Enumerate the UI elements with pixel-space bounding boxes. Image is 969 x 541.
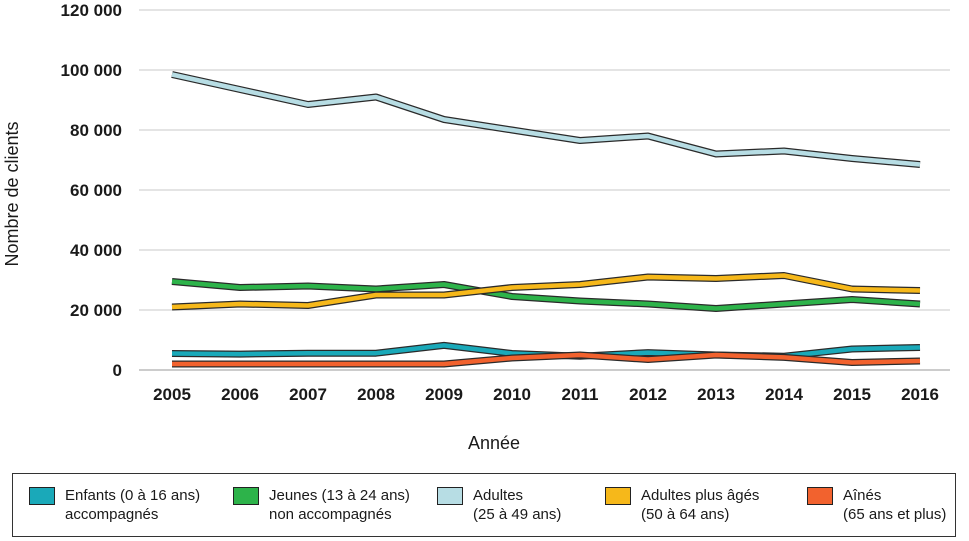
x-tick-label: 2016 xyxy=(901,385,939,404)
legend-label-line: accompagnés xyxy=(65,506,159,523)
y-tick-label: 120 000 xyxy=(61,1,122,20)
y-tick-label: 20 000 xyxy=(70,301,122,320)
x-tick-label: 2012 xyxy=(629,385,667,404)
legend-label-line: non accompagnés xyxy=(269,506,392,523)
legend-item-aines: Aînés (65 ans et plus) xyxy=(807,486,946,524)
x-tick-label: 2015 xyxy=(833,385,871,404)
y-axis-ticks: 0 20 000 40 000 60 000 80 000 100 000 120 000 xyxy=(61,1,122,380)
legend-label-line: Adultes plus âgés xyxy=(641,487,760,504)
x-tick-label: 2014 xyxy=(765,385,803,404)
series-lines xyxy=(171,71,921,368)
y-tick-label: 80 000 xyxy=(70,121,122,140)
x-axis-ticks: 2005 2006 2007 2008 2009 2010 2011 2012 2013 2014… xyxy=(153,385,939,404)
gridlines xyxy=(139,9,950,371)
x-tick-label: 2009 xyxy=(425,385,463,404)
y-tick-label: 40 000 xyxy=(70,241,122,260)
legend-swatch xyxy=(29,487,55,505)
legend-label: Adultes (25 à 49 ans) xyxy=(473,486,561,524)
legend-swatch xyxy=(437,487,463,505)
legend-item-jeunes: Jeunes (13 à 24 ans) non accompagnés xyxy=(233,486,410,524)
x-tick-label: 2006 xyxy=(221,385,259,404)
legend-label: Aînés (65 ans et plus) xyxy=(843,486,946,524)
x-tick-label: 2011 xyxy=(562,385,599,404)
legend-label: Adultes plus âgés (50 à 64 ans) xyxy=(641,486,759,524)
legend-swatch xyxy=(605,487,631,505)
legend-label-line: Aînés xyxy=(843,487,882,504)
legend-label-line: (25 à 49 ans) xyxy=(473,506,562,523)
series-line-outline-adultes xyxy=(171,71,921,168)
y-tick-label: 0 xyxy=(113,361,122,380)
x-tick-label: 2007 xyxy=(289,385,327,404)
series-line-jeunes xyxy=(171,279,921,311)
x-tick-label: 2013 xyxy=(697,385,735,404)
y-tick-label: 100 000 xyxy=(61,61,122,80)
legend-label-line: Enfants (0 à 16 ans) xyxy=(65,487,201,504)
x-tick-label: 2008 xyxy=(357,385,395,404)
legend-item-adultes: Adultes (25 à 49 ans) xyxy=(437,486,561,524)
legend-label-line: (65 ans et plus) xyxy=(843,506,947,523)
legend-label-line: (50 à 64 ans) xyxy=(641,506,730,523)
legend-swatch xyxy=(807,487,833,505)
legend-item-adultes_ages: Adultes plus âgés (50 à 64 ans) xyxy=(605,486,759,524)
series-line-adultes_ages xyxy=(171,273,921,310)
x-tick-label: 2005 xyxy=(153,385,191,404)
x-tick-label: 2010 xyxy=(493,385,531,404)
legend-swatch xyxy=(233,487,259,505)
series-line-aines xyxy=(172,352,921,367)
x-axis-title: Année xyxy=(468,433,520,453)
legend-label-line: Jeunes (13 à 24 ans) xyxy=(269,487,410,504)
legend-label-line: Adultes xyxy=(473,487,524,504)
series-line-adultes xyxy=(171,72,921,167)
legend-item-enfants: Enfants (0 à 16 ans) accompagnés xyxy=(29,486,200,524)
chart-legend: Enfants (0 à 16 ans) accompagnés Jeunes (1… xyxy=(12,473,956,537)
y-tick-label: 60 000 xyxy=(70,181,122,200)
legend-label: Jeunes (13 à 24 ans) non accompagnés xyxy=(269,486,410,524)
legend-label: Enfants (0 à 16 ans) accompagnés xyxy=(65,486,200,524)
y-axis-title: Nombre de clients xyxy=(2,121,22,266)
